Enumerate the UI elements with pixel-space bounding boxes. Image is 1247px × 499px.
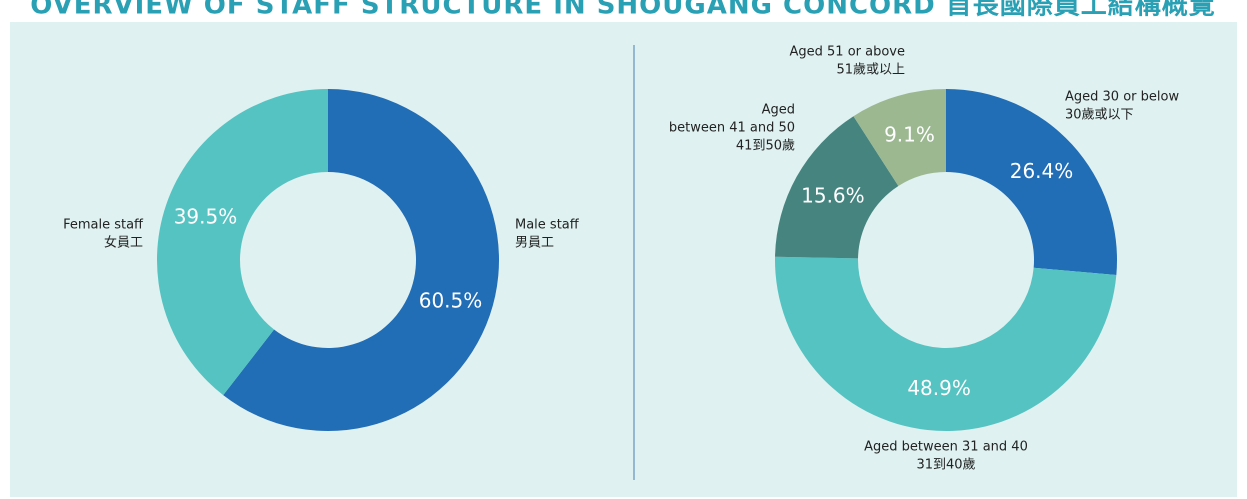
category-label: 51歲或以上 (836, 63, 905, 78)
category-label: 男員工 (515, 236, 554, 251)
donut-slice (775, 116, 899, 259)
donut-slice (156, 88, 328, 396)
value-label: 60.5% (419, 288, 483, 312)
category-label: Female staff (63, 218, 144, 233)
category-label: Male staff (515, 218, 580, 233)
value-label: 9.1% (884, 122, 935, 146)
donut-slice (223, 89, 500, 431)
donut-slice (774, 256, 1117, 431)
category-label: Aged (762, 103, 795, 118)
value-label: 15.6% (801, 183, 865, 207)
category-label: 女員工 (104, 235, 143, 251)
category-label: 30歲或以下 (1065, 108, 1134, 123)
category-label: Aged 30 or below (1065, 90, 1179, 105)
category-label: 41到50歲 (736, 139, 795, 154)
category-label: Aged between 31 and 40 (864, 440, 1028, 455)
value-label: 48.9% (907, 376, 971, 400)
category-label: 31到40歲 (916, 458, 975, 473)
donut-slice (853, 89, 946, 186)
title: OVERVIEW OF STAFF STRUCTURE IN SHOUGANG … (30, 0, 1216, 21)
value-label: 39.5% (174, 205, 238, 229)
category-label: between 41 and 50 (669, 121, 795, 136)
donut-slice (946, 89, 1117, 276)
value-label: 26.4% (1010, 159, 1074, 183)
category-label: Aged 51 or above (790, 45, 906, 60)
